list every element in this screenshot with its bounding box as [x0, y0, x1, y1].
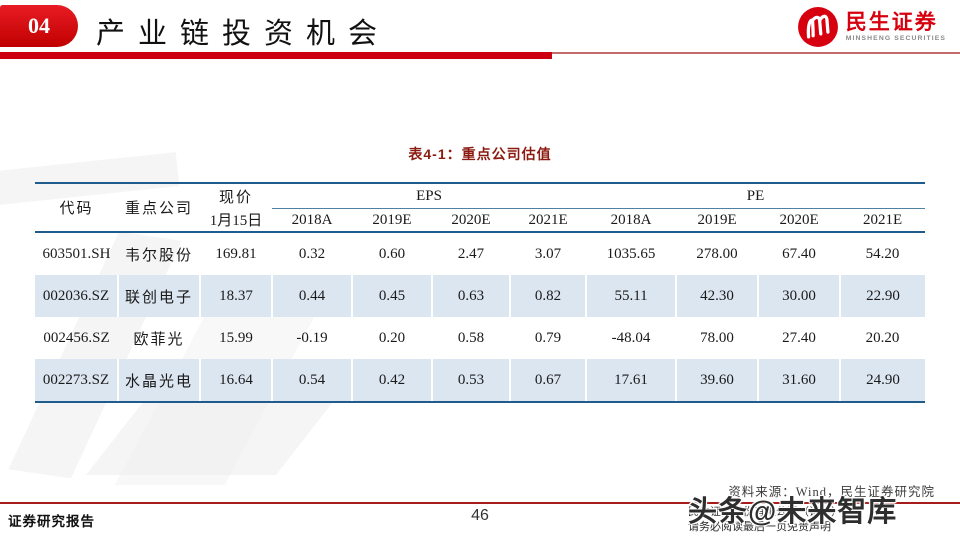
- table-cell: 0.42: [351, 359, 432, 403]
- table-cell: 0.54: [271, 359, 352, 403]
- col-header-eps-year: 2021E: [510, 208, 587, 233]
- background-watermark-shape: [85, 393, 341, 475]
- table-cell: 002273.SZ: [35, 359, 118, 403]
- table-cell: 54.20: [865, 245, 900, 262]
- table-row: 002273.SZ 水晶光电 16.64 0.54 0.42 0.53 0.67 17.61 3…: [35, 359, 926, 403]
- footer-rule: [0, 502, 960, 504]
- data-source-note: 资料来源：Wind，民生证券研究院: [728, 485, 935, 499]
- col-group-pe: PE: [586, 182, 926, 209]
- table-cell: 20.20: [865, 329, 900, 346]
- table-cell: 002456.SZ: [43, 329, 110, 346]
- table-row: 002456.SZ 欧菲光 15.99 -0.19 0.20 0.58 0.79 -48.04…: [35, 317, 925, 359]
- table-cell: 0.20: [378, 329, 406, 346]
- logo-en-text: MINSHENG SECURITIES: [845, 34, 946, 42]
- table-cell: 18.37: [199, 275, 272, 317]
- table-cell: 78.00: [700, 329, 734, 346]
- minsheng-logo-icon: [797, 7, 838, 47]
- minsheng-logo: 民生证券 MINSHENG SECURITIES: [797, 6, 946, 48]
- table-cell: 24.90: [839, 359, 926, 403]
- col-header-eps-year: 2019E: [352, 208, 432, 233]
- table-cell: 55.11: [585, 275, 677, 317]
- table-cell: 169.81: [215, 245, 257, 262]
- col-header-price-line1: 现价: [200, 182, 272, 209]
- table-cell: 0.82: [508, 275, 587, 317]
- table-cell: 17.61: [585, 359, 677, 403]
- col-header-pe-year: 2019E: [676, 208, 759, 233]
- footer-disclaimer-line: 请务必阅读最后一页免责声明: [688, 521, 831, 533]
- header-rule-thin: [552, 52, 960, 54]
- col-header-pe-year: 2021E: [840, 208, 926, 233]
- table-cell: 联创电子: [117, 275, 200, 317]
- table-cell: 0.45: [351, 275, 432, 317]
- table-cell: 67.40: [782, 245, 816, 262]
- table-cell: 42.30: [675, 275, 759, 317]
- table-row: 603501.SH 韦尔股份 169.81 0.32 0.60 2.47 3.07 1035.…: [35, 232, 925, 275]
- col-header-eps-year: 2018A: [272, 208, 352, 233]
- footer-company-line: 民生证券股份有限公司（证…）: [688, 506, 842, 518]
- table-cell: 0.60: [378, 245, 406, 262]
- table-cell: 2.47: [457, 245, 485, 262]
- page-number: 46: [471, 507, 489, 524]
- footer-report-type: 证券研究报告: [8, 514, 95, 529]
- table-cell: 0.53: [431, 359, 510, 403]
- table-cell: 0.79: [534, 329, 562, 346]
- table-cell: 0.63: [431, 275, 510, 317]
- table-cell: 0.58: [457, 329, 485, 346]
- table-caption: 表4-1：重点公司估值: [408, 146, 552, 162]
- table-cell: -0.19: [296, 329, 328, 346]
- table-cell: 0.44: [271, 275, 352, 317]
- col-header-price-line2: 1月15日: [200, 208, 272, 233]
- overlay-watermark-text: 头条@未来智库: [688, 496, 898, 528]
- section-number-badge: 04: [0, 5, 78, 47]
- table-cell: 31.60: [757, 359, 841, 403]
- col-header-pe-year: 2020E: [758, 208, 841, 233]
- valuation-table: 代码 重点公司 现价 EPS PE 1月15日 2018A 2019E 2020…: [35, 182, 926, 403]
- table-cell: 0.32: [298, 245, 326, 262]
- table-cell: -48.04: [611, 329, 651, 346]
- table-cell: 39.60: [675, 359, 759, 403]
- table-cell: 1035.65: [606, 245, 656, 262]
- table-cell: 27.40: [782, 329, 816, 346]
- col-header-code: 代码: [35, 182, 118, 233]
- col-header-pe-year: 2018A: [586, 208, 677, 233]
- table-cell: 603501.SH: [42, 245, 111, 262]
- table-cell: 278.00: [696, 245, 738, 262]
- table-cell: 30.00: [757, 275, 841, 317]
- table-cell: 002036.SZ: [35, 275, 118, 317]
- header-rule-thick: [0, 52, 552, 59]
- table-cell: 16.64: [199, 359, 272, 403]
- col-group-eps: EPS: [272, 182, 587, 209]
- page-title: 产业链投资机会: [96, 18, 391, 50]
- table-cell: 韦尔股份: [124, 247, 193, 264]
- table-cell: 欧菲光: [133, 331, 185, 348]
- col-header-company: 重点公司: [118, 182, 200, 233]
- footer-disclaimer: 民生证券股份有限公司（证…） 请务必阅读最后一页免责声明: [688, 505, 948, 535]
- logo-cn-text: 民生证券: [845, 9, 938, 34]
- table-cell: 3.07: [534, 245, 562, 262]
- table-cell: 0.67: [508, 359, 587, 403]
- table-cell: 15.99: [219, 329, 253, 346]
- col-header-eps-year: 2020E: [432, 208, 510, 233]
- table-cell: 水晶光电: [117, 359, 200, 403]
- table-row: 002036.SZ 联创电子 18.37 0.44 0.45 0.63 0.82 55.11 4…: [35, 275, 926, 317]
- table-cell: 22.90: [839, 275, 926, 317]
